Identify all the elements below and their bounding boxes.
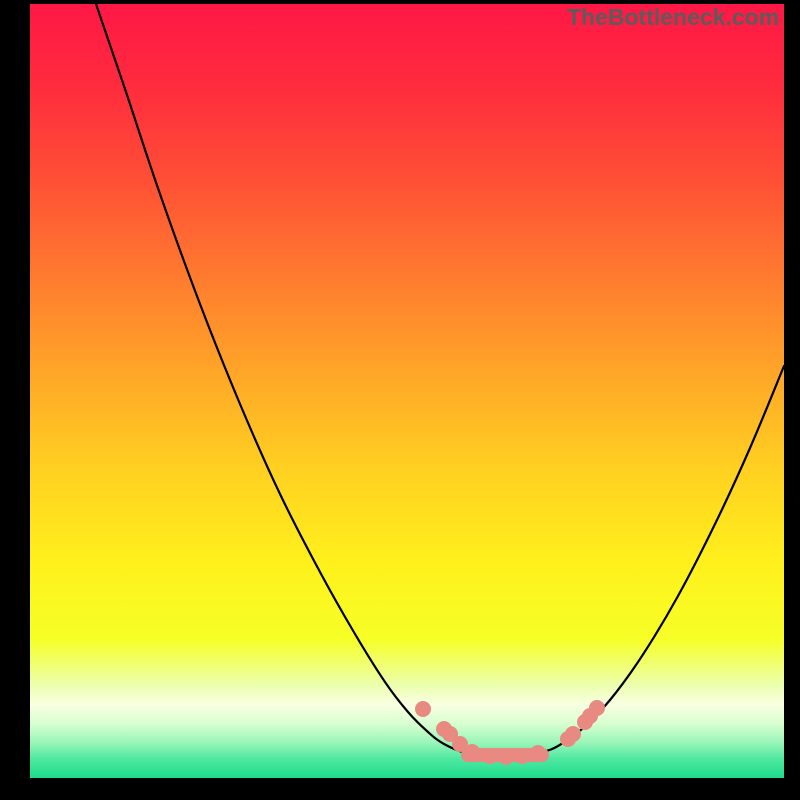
data-marker	[464, 744, 480, 760]
watermark-label: TheBottleneck.com	[567, 4, 779, 31]
chart-plot-area	[30, 4, 784, 778]
data-marker	[589, 700, 605, 716]
data-marker	[498, 749, 514, 765]
data-marker	[482, 748, 498, 764]
bottleneck-curve	[96, 4, 784, 756]
chart-svg-layer	[30, 4, 784, 778]
data-marker	[415, 701, 431, 717]
data-marker	[514, 748, 530, 764]
data-marker	[530, 745, 546, 761]
data-marker	[565, 726, 581, 742]
